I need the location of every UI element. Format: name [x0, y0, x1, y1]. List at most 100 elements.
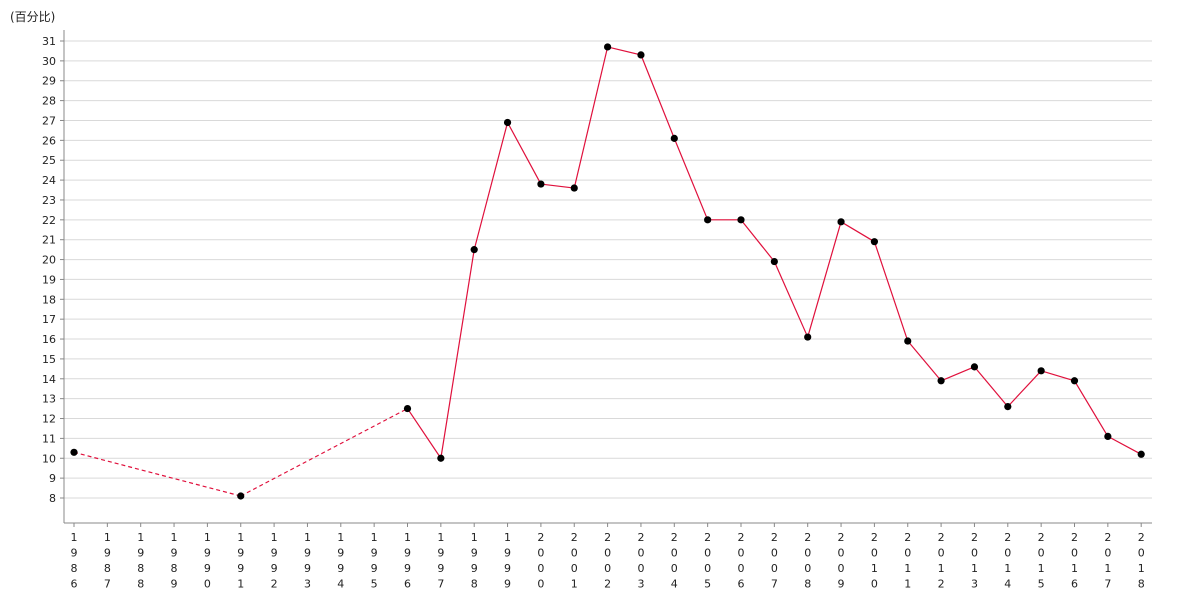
line-segment: [807, 221, 842, 338]
line-segment: [607, 46, 642, 56]
data-point: [904, 337, 912, 345]
data-point: [804, 333, 812, 341]
y-tick-label: 16: [42, 333, 56, 346]
axes: [60, 30, 1152, 527]
y-tick-label: 23: [42, 194, 56, 207]
y-tick-label: 17: [42, 313, 56, 326]
data-point: [570, 184, 578, 192]
line-segment: [740, 219, 775, 262]
data-point: [437, 454, 445, 462]
data-point: [837, 218, 845, 226]
data-point: [503, 118, 512, 127]
line-segment: [840, 221, 875, 243]
data-point: [870, 238, 879, 246]
y-tick-label: 28: [42, 95, 56, 108]
data-point: [237, 492, 245, 500]
line-segment: [1007, 370, 1042, 408]
y-axis-unit-label: (百分比): [10, 10, 56, 24]
data-point: [770, 257, 778, 266]
y-tick-label: 11: [42, 432, 56, 445]
line-segment: [873, 241, 909, 342]
y-tick-labels: 8 9 10 11 12 13 14 15 16 17 18 19 20 21 22 23 24 25 26 27 28…: [42, 35, 56, 505]
data-point: [1137, 450, 1145, 458]
line-segment: [407, 408, 442, 459]
y-tick-label: 14: [42, 373, 56, 386]
line-segment: [73, 451, 241, 497]
data-point: [737, 216, 745, 224]
line-segment: [907, 340, 942, 382]
grid-lines: [64, 40, 1152, 499]
line-segment: [1107, 435, 1142, 455]
data-point: [704, 216, 712, 224]
y-tick-label: 27: [42, 114, 56, 127]
line-segment: [973, 366, 1009, 407]
data-point: [670, 134, 678, 142]
y-tick-label: 30: [42, 55, 56, 68]
line-segment: [573, 46, 609, 189]
y-tick-label: 24: [42, 174, 56, 187]
data-point: [937, 377, 945, 385]
y-tick-label: 31: [42, 35, 56, 48]
y-tick-label: 29: [42, 75, 56, 88]
y-tick-label: 8: [49, 492, 56, 505]
y-tick-label: 12: [42, 413, 56, 426]
y-tick-label: 19: [42, 273, 56, 286]
y-tick-label: 10: [42, 452, 56, 465]
line-segment: [540, 183, 575, 189]
y-tick-label: 22: [42, 214, 56, 227]
line-segment: [440, 249, 475, 459]
data-point: [403, 404, 412, 413]
data-point: [70, 448, 78, 456]
data-point: [1004, 403, 1012, 411]
line-segment: [1040, 370, 1075, 382]
data-point: [537, 180, 545, 188]
series-line: [73, 46, 1142, 497]
y-tick-label: 26: [42, 134, 56, 147]
line-segment: [240, 408, 408, 497]
y-tick-label: 18: [42, 293, 56, 306]
line-segment: [473, 122, 509, 250]
data-point: [637, 51, 645, 59]
data-point: [470, 246, 478, 254]
x-tick-labels: 1 9 8 6 1 9 8 7 1 9 8 8 1 9 8 9 1 9 9 0 1 9 9 1 1 9 9 2 1 9 9 3 1 9 9 4 1 9 9 5…: [71, 531, 1145, 591]
data-point: [1037, 367, 1045, 375]
data-point: [1070, 377, 1079, 385]
y-tick-label: 21: [42, 234, 56, 247]
line-segment: [940, 366, 975, 382]
data-point: [604, 43, 612, 51]
y-tick-label: 13: [42, 393, 56, 406]
line-segment: [673, 138, 709, 221]
